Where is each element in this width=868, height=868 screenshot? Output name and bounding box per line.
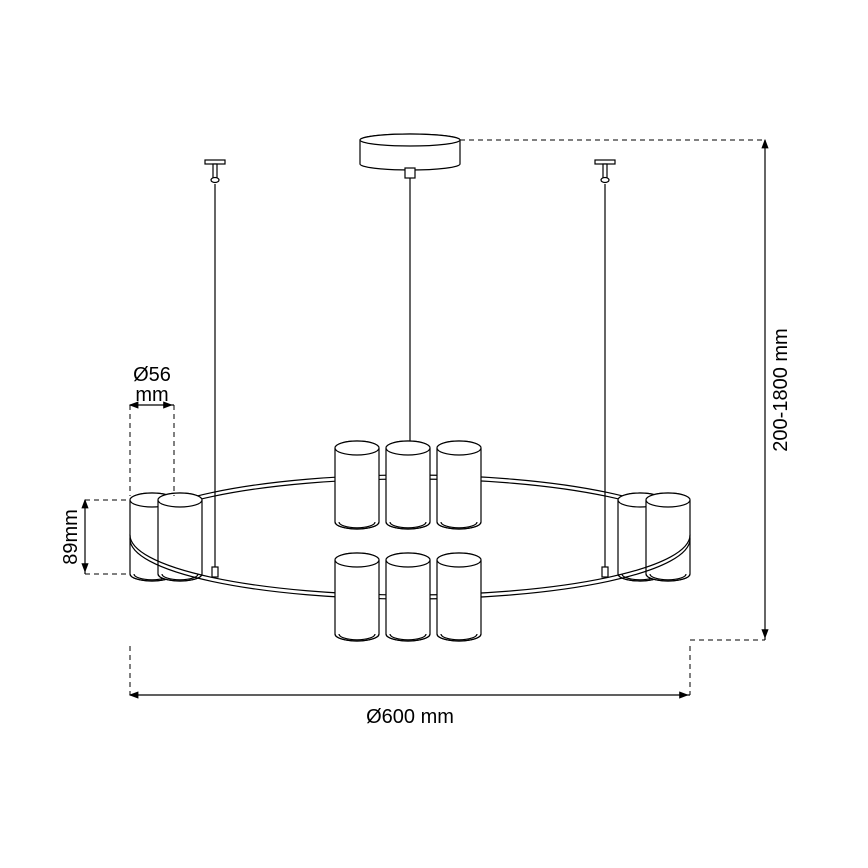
- dim-label-total-height: 200-1800 mm: [770, 328, 792, 451]
- dim-label-cyl-diameter: Ø56: [133, 364, 171, 386]
- dim-label-cyl-height: 89mm: [60, 509, 82, 565]
- dimension-diagram: Ø56mm 89mm Ø600 mm 200-1800 mm: [0, 0, 868, 868]
- dim-label-ring-diameter: Ø600 mm: [366, 706, 454, 728]
- dim-label-cyl-diameter-unit: mm: [135, 384, 168, 406]
